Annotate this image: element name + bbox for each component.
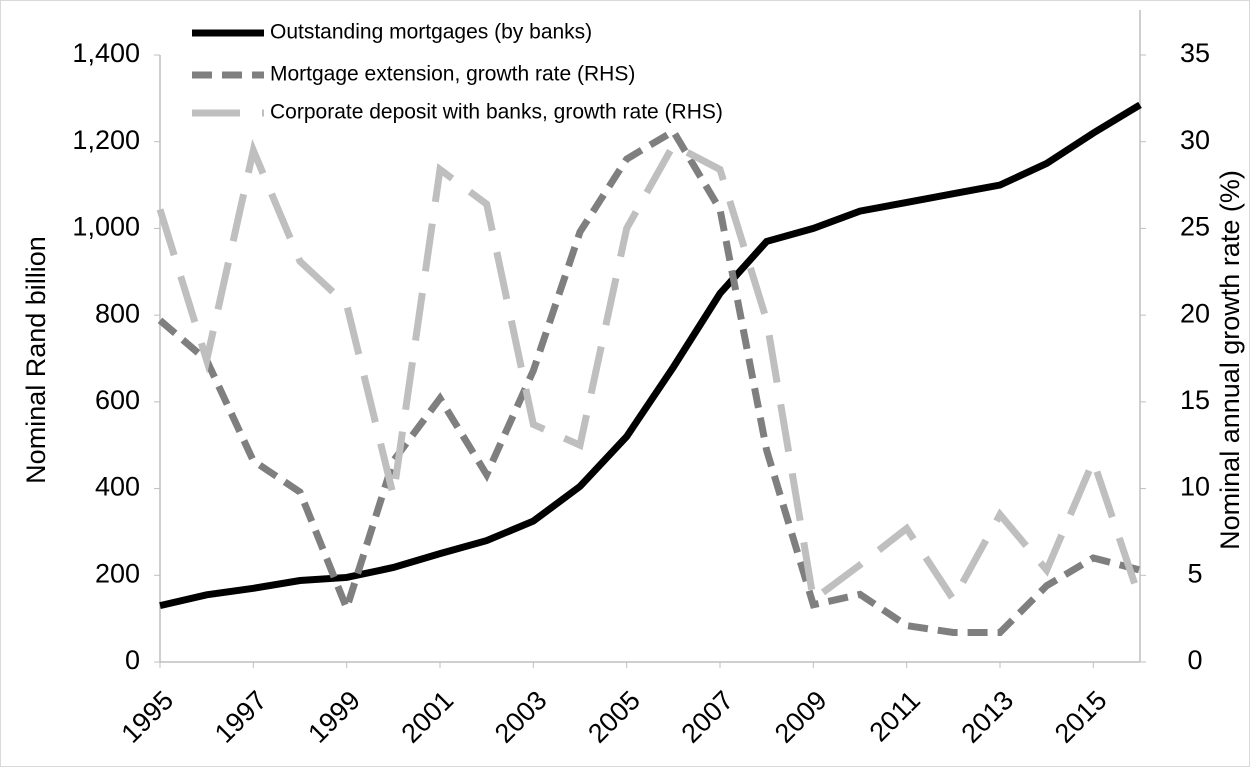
legend-label: Mortgage extension, growth rate (RHS) — [270, 63, 635, 86]
y2-tick-label: 15 — [1180, 385, 1210, 415]
legend-label: Corporate deposit with banks, growth rat… — [270, 101, 723, 124]
y-axis-title: Nominal Rand billion — [21, 236, 51, 484]
series-line — [159, 101, 1142, 610]
y-tick-label: 0 — [125, 645, 140, 675]
y2-tick-label: 35 — [1180, 38, 1210, 68]
series-line — [156, 138, 1144, 607]
x-tick-label: 2003 — [489, 685, 553, 749]
series-line — [157, 126, 1141, 637]
x-tick-label: 2013 — [956, 685, 1020, 749]
x-tick-label: 1997 — [209, 685, 273, 749]
y2-tick-label: 10 — [1180, 472, 1210, 502]
x-tick-label: 2005 — [582, 685, 646, 749]
y-tick-label: 600 — [95, 385, 140, 415]
y2-tick-label: 30 — [1180, 125, 1210, 155]
y2-tick-label: 20 — [1180, 298, 1210, 328]
y2-tick-label: 5 — [1187, 558, 1202, 588]
x-tick-label: 1999 — [302, 685, 366, 749]
x-tick-label: 2011 — [864, 685, 926, 747]
y-tick-label: 200 — [95, 558, 140, 588]
legend-label: Outstanding mortgages (by banks) — [270, 21, 592, 44]
y-tick-label: 1,200 — [72, 125, 140, 155]
y2-axis-title: Nominal annual growth rate (%) — [1215, 170, 1245, 550]
y-tick-label: 800 — [95, 298, 140, 328]
y-tick-label: 400 — [95, 472, 140, 502]
y-tick-label: 1,400 — [72, 38, 140, 68]
y2-tick-label: 25 — [1180, 212, 1210, 242]
x-tick-label: 2007 — [676, 685, 740, 749]
x-tick-label: 2001 — [396, 685, 460, 749]
y2-tick-label: 0 — [1187, 645, 1202, 675]
y-tick-label: 1,000 — [72, 212, 140, 242]
x-tick-label: 2009 — [769, 685, 833, 749]
x-tick-label: 2015 — [1049, 685, 1113, 749]
x-tick-label: 1995 — [116, 685, 180, 749]
